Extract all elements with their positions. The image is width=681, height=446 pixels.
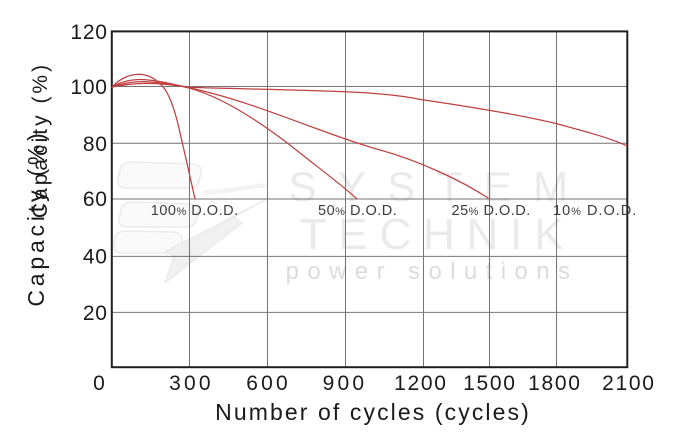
svg-text:SYSTEM: SYSTEM bbox=[288, 163, 589, 210]
svg-text:900: 900 bbox=[323, 372, 368, 395]
svg-text:1500: 1500 bbox=[463, 372, 517, 395]
svg-text:10% D.O.D.: 10% D.O.D. bbox=[553, 203, 637, 219]
svg-text:Number of cycles (cycles): Number of cycles (cycles) bbox=[215, 399, 531, 425]
svg-text:80: 80 bbox=[83, 133, 108, 156]
svg-text:50% D.O.D.: 50% D.O.D. bbox=[318, 203, 397, 219]
svg-text:TECHNIK: TECHNIK bbox=[300, 210, 576, 259]
svg-text:Capacity (%): Capacity (%) bbox=[29, 62, 52, 218]
svg-text:600: 600 bbox=[246, 372, 291, 395]
svg-text:1800: 1800 bbox=[528, 372, 582, 395]
svg-text:60: 60 bbox=[83, 188, 108, 211]
svg-text:20: 20 bbox=[83, 302, 108, 325]
svg-text:100: 100 bbox=[70, 76, 107, 99]
svg-text:1200: 1200 bbox=[394, 372, 448, 395]
svg-text:0: 0 bbox=[93, 372, 105, 395]
svg-text:25% D.O.D.: 25% D.O.D. bbox=[452, 203, 531, 219]
svg-text:2100: 2100 bbox=[602, 372, 656, 395]
svg-text:Capacity (%): Capacity (%) bbox=[23, 129, 49, 306]
svg-text:power solutions: power solutions bbox=[286, 258, 579, 285]
svg-text:300: 300 bbox=[169, 372, 214, 395]
svg-text:40: 40 bbox=[83, 246, 108, 269]
svg-text:100% D.O.D.: 100% D.O.D. bbox=[151, 203, 239, 219]
svg-text:120: 120 bbox=[70, 21, 107, 44]
